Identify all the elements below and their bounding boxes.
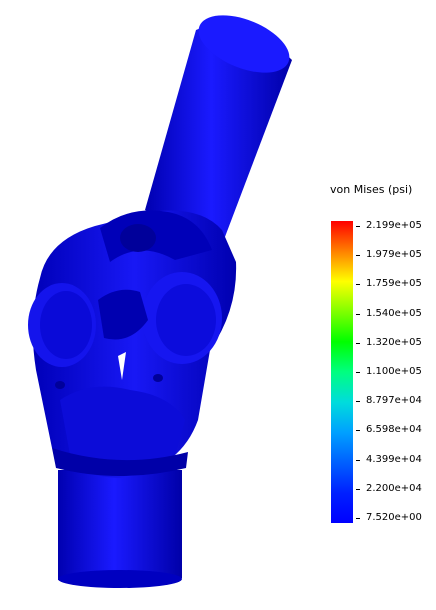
scale-tick: [356, 255, 360, 257]
scale-label: 1.759e+05: [366, 278, 422, 290]
upper-shaft: [145, 15, 292, 251]
scale-label: 2.199e+05: [366, 220, 422, 231]
color-scale-bar: [331, 221, 353, 523]
scale-tick: [356, 372, 360, 373]
scale-label: 4.399e+04: [366, 453, 422, 465]
scale-tick: [356, 342, 360, 344]
scale-label: 8.797e+04: [366, 395, 422, 407]
scale-tick: [356, 430, 360, 432]
scale-label: 6.598e+04: [366, 424, 422, 436]
scale-tick: [356, 226, 360, 227]
scale-tick: [356, 401, 360, 403]
scale-label: 2.200e+04: [366, 482, 422, 494]
scale-label: 1.540e+05: [366, 307, 422, 319]
scale-label: 7.520e+00: [366, 512, 422, 523]
legend-title: von Mises (psi): [330, 183, 413, 196]
scale-tick: [356, 488, 360, 490]
scale-tick: [356, 518, 360, 519]
scale-label: 1.979e+05: [366, 249, 422, 261]
yoke-body: [28, 210, 237, 478]
scale-label: 1.320e+05: [366, 336, 422, 348]
scale-tick: [356, 313, 360, 315]
scale-label: 1.100e+05: [366, 366, 422, 377]
scale-tick: [356, 284, 360, 286]
scale-tick: [356, 459, 360, 461]
lower-shaft: [58, 470, 182, 588]
